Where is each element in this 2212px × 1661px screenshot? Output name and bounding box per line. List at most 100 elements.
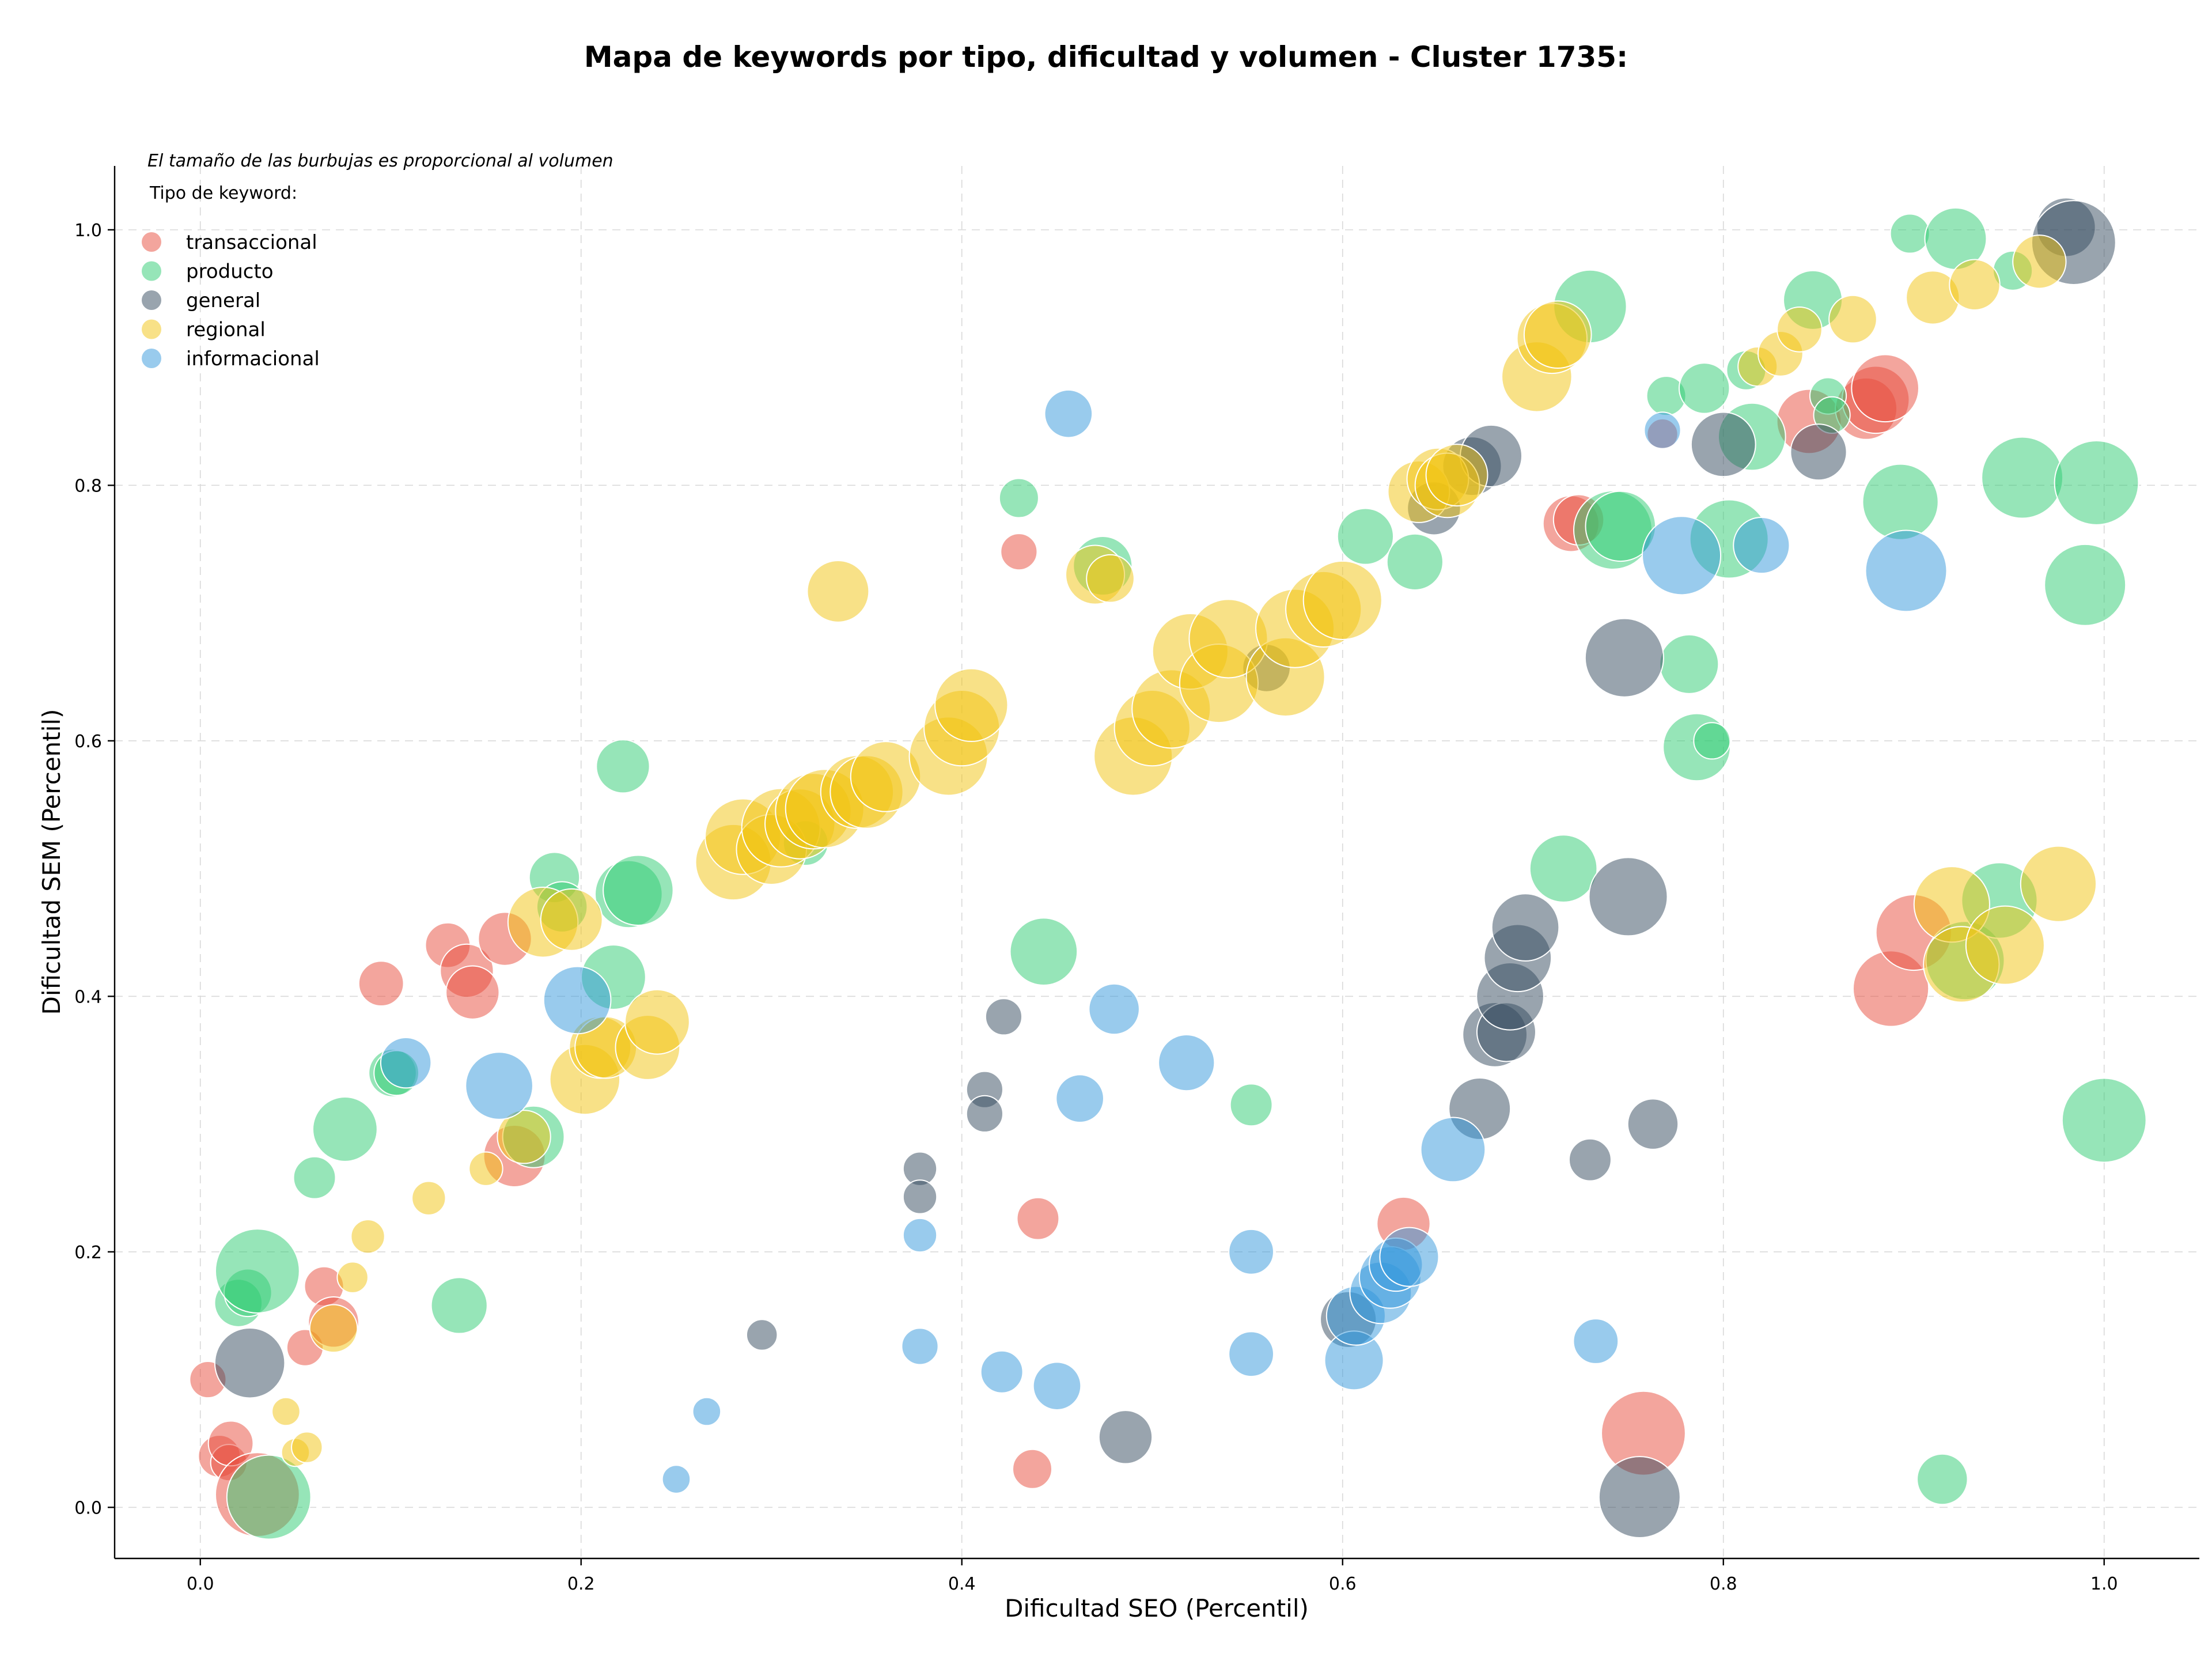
bubble-regional	[1425, 444, 1488, 507]
bubble-informacional	[1865, 529, 1948, 612]
legend-item-producto: producto	[142, 260, 274, 283]
bubble-producto	[1678, 362, 1730, 414]
bubble-informacional	[1733, 516, 1790, 574]
bubble-informacional	[901, 1327, 939, 1365]
bubble-layer	[189, 197, 2147, 1540]
series-general	[214, 197, 2116, 1539]
bubble-producto	[1889, 213, 1930, 254]
bubble-general	[1598, 1456, 1681, 1539]
bubble-producto	[2054, 440, 2139, 525]
bubble-regional	[806, 559, 870, 623]
bubble-general	[1568, 1138, 1612, 1182]
bubble-producto	[603, 854, 674, 926]
bubble-informacional	[1379, 1227, 1440, 1287]
bubble-producto	[1529, 834, 1598, 903]
bubble-informacional	[1044, 389, 1093, 438]
bubble-informacional	[1032, 1361, 1082, 1410]
bubble-general	[745, 1319, 778, 1351]
bubble-informacional	[661, 1465, 691, 1494]
legend-title: Tipo de keyword:	[149, 183, 297, 203]
x-tick-label: 0.8	[1710, 1574, 1737, 1594]
bubble-producto	[226, 1454, 312, 1540]
bubble-producto	[1981, 436, 2064, 519]
bubble-informacional	[980, 1350, 1024, 1394]
bubble-producto	[2044, 543, 2127, 626]
bubble-informacional	[1641, 516, 1722, 596]
legend-marker	[142, 261, 161, 281]
y-axis-title: Dificultad SEM (Percentil)	[37, 709, 66, 1015]
bubble-producto	[293, 1156, 336, 1200]
bubble-producto	[1659, 634, 1719, 694]
bubble-regional	[309, 1304, 358, 1353]
x-tick-label: 0.4	[948, 1574, 976, 1594]
bubble-informacional	[1088, 983, 1140, 1035]
bubble-transaccional	[1016, 1197, 1060, 1240]
bubble-regional	[1523, 300, 1592, 369]
legend-item-informacional: informacional	[142, 347, 320, 370]
bubble-regional	[411, 1181, 446, 1216]
legend: Tipo de keyword: transaccional producto ge…	[142, 183, 320, 370]
bubble-regional	[350, 1219, 385, 1254]
bubble-regional	[540, 888, 603, 951]
chart-title: Mapa de keywords por tipo, dificultad y …	[584, 40, 1628, 74]
bubble-producto	[1229, 1083, 1273, 1127]
bubble-informacional	[543, 966, 612, 1035]
bubble-informacional	[1158, 1034, 1215, 1092]
bubble-informacional	[465, 1051, 533, 1120]
bubble-informacional	[692, 1397, 722, 1427]
bubble-informacional	[902, 1217, 938, 1253]
bubble-producto	[1386, 533, 1444, 591]
legend-item-general: general	[142, 289, 260, 312]
x-tick-label: 0.6	[1329, 1574, 1357, 1594]
bubble-regional	[2012, 234, 2067, 289]
ticks: 0.0 0.2 0.4 0.6 0.8 1.0 0.0 0.2 0.4 0.6 0.8 1.0	[74, 221, 2118, 1594]
bubble-producto	[214, 1228, 300, 1314]
series-regional	[271, 234, 2097, 1467]
bubble-size-note: El tamaño de las burbujas es proporciona…	[147, 151, 613, 171]
legend-marker	[142, 232, 161, 252]
bubble-regional	[1086, 554, 1135, 603]
bubble-general	[1627, 1098, 1679, 1150]
legend-label: informacional	[186, 347, 320, 370]
x-tick-label: 1.0	[2090, 1574, 2118, 1594]
legend-label: regional	[186, 319, 266, 342]
bubble-regional	[468, 1151, 503, 1186]
bubble-transaccional	[358, 960, 404, 1007]
bubble-general	[984, 998, 1023, 1036]
y-tick-label: 1.0	[74, 221, 102, 241]
bubble-regional	[497, 1110, 551, 1164]
bubble-regional	[1777, 306, 1823, 353]
bubble-transaccional	[445, 965, 500, 1020]
bubble-producto	[998, 478, 1039, 519]
bubble-general	[1098, 1410, 1153, 1465]
bubble-regional	[271, 1397, 301, 1427]
bubble-general	[1790, 423, 1847, 481]
bubble-producto	[1862, 463, 1939, 540]
y-tick-label: 0.2	[74, 1243, 102, 1263]
x-tick-label: 0.0	[187, 1574, 214, 1594]
y-tick-label: 0.8	[74, 476, 102, 496]
bubble-general	[1588, 857, 1668, 937]
legend-item-regional: regional	[142, 319, 266, 342]
bubble-transaccional	[1012, 1448, 1053, 1489]
bubble-general	[1690, 411, 1756, 478]
bubble-regional	[2020, 845, 2097, 922]
bubble-transaccional	[1851, 354, 1919, 423]
bubble-regional	[1828, 294, 1877, 344]
bubble-informacional	[1228, 1228, 1274, 1275]
bubble-general	[965, 1095, 1003, 1133]
legend-label: general	[186, 289, 260, 312]
bubble-general	[1491, 893, 1560, 962]
bubble-informacional	[1420, 1117, 1486, 1183]
legend-label: transaccional	[186, 231, 317, 254]
bubble-regional	[336, 1261, 369, 1293]
bubble-regional	[1949, 259, 2001, 311]
bubble-producto	[1009, 917, 1078, 986]
axes	[113, 166, 2199, 1560]
bubble-regional	[291, 1431, 323, 1463]
x-axis-title: Dificultad SEO (Percentil)	[1005, 1594, 1309, 1622]
series-informacional	[380, 389, 1948, 1494]
legend-label: producto	[186, 260, 274, 283]
bubble-producto	[1336, 508, 1394, 565]
bubble-informacional	[1228, 1331, 1274, 1378]
